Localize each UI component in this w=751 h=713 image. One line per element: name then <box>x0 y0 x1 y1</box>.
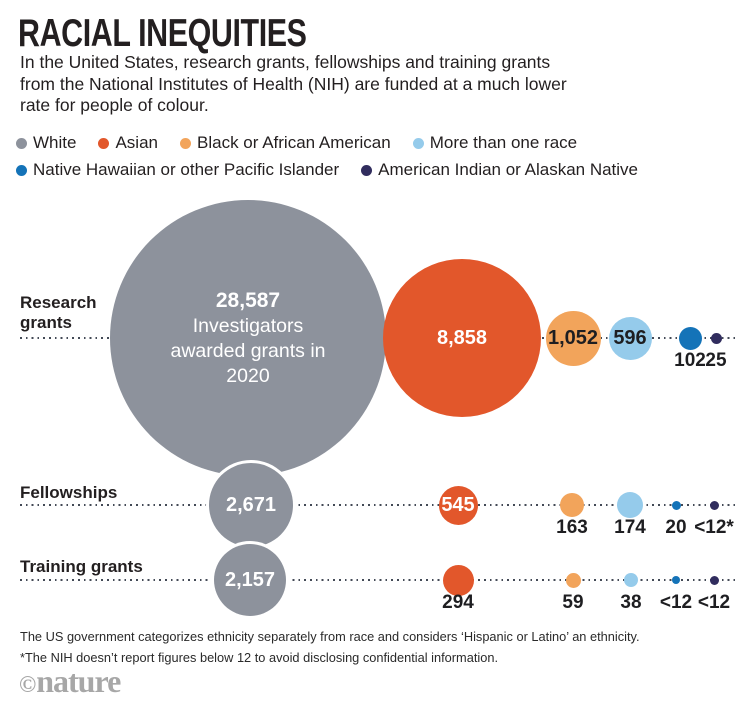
nature-logo-text: nature <box>36 663 121 699</box>
row-label-training-grants: Training grants <box>20 556 143 576</box>
bubble-fellowships-american-indian-or-alaskan-native <box>709 500 719 510</box>
footnote-ethnicity: The US government categorizes ethnicity … <box>20 629 640 644</box>
bubble-value-training-grants-black-or-african-american: 59 <box>562 592 584 613</box>
legend-dot-american-indian-or-alaskan-native <box>361 164 373 176</box>
row-dotted-line <box>20 579 737 581</box>
row-dotted-line <box>20 504 737 506</box>
bubble-training-grants-american-indian-or-alaskan-native <box>709 575 719 585</box>
subtitle: In the United States, research grants, f… <box>20 52 567 116</box>
legend-dot-asian <box>98 137 110 149</box>
bubble-training-grants-more-than-one-race <box>624 573 638 587</box>
legend-label: More than one race <box>429 133 578 152</box>
bubble-value-research-grants-black-or-african-american: 1,052 <box>547 326 599 349</box>
legend-dot-black-or-african-american <box>180 137 191 149</box>
nature-logo: ©nature <box>19 663 121 700</box>
bubble-value-fellowships-asian: 545 <box>441 493 475 516</box>
legend-item-more-than-one-race: More than one race <box>412 133 578 153</box>
bubble-fellowships-more-than-one-race <box>617 492 643 518</box>
bubble-value-fellowships-american-indian-or-alaskan-native: <12* <box>694 517 734 538</box>
bubble-value-training-grants-asian: 294 <box>442 592 474 613</box>
legend-item-asian: Asian <box>98 133 158 153</box>
legend-dot-native-hawaiian-or-other-pacific-islander <box>16 164 27 176</box>
legend-label: Black or African American <box>197 133 391 152</box>
row-label-research-grants: Research grants <box>20 292 97 332</box>
legend-row: Native Hawaiian or other Pacific Islande… <box>16 160 638 180</box>
copyright-icon: © <box>19 672 37 697</box>
bubble-value-research-grants-american-indian-or-alaskan-native: 25 <box>705 350 727 371</box>
row-label-fellowships: Fellowships <box>20 482 118 502</box>
bubble-fellowships-white: 2,671 <box>209 463 293 547</box>
footnotes: The US government categorizes ethnicity … <box>20 628 640 670</box>
bubble-value-research-grants-white: 28,587 Investigators awarded grants in 20… <box>162 288 334 388</box>
bubble-fellowships-native-hawaiian-or-other-pacific-islander <box>671 500 681 510</box>
bubble-research-grants-white: 28,587 Investigators awarded grants in 20… <box>110 200 386 476</box>
bubble-fellowships-black-or-african-american <box>560 493 584 517</box>
row-dotted-line <box>20 337 737 339</box>
bubble-value-fellowships-white: 2,671 <box>225 493 277 516</box>
legend-dot-white <box>16 137 27 149</box>
footnote-nih-reporting: *The NIH doesn’t report figures below 12… <box>20 650 499 666</box>
bubble-training-grants-native-hawaiian-or-other-pacific-islander <box>672 576 680 584</box>
legend-item-black-or-african-american: Black or African American <box>180 133 391 153</box>
bubble-annotation: Investigators awarded grants in 2020 <box>170 315 326 387</box>
bubble-value-research-grants-native-hawaiian-or-other-pacific-islander: 102 <box>674 350 706 371</box>
bubble-value-number: 28,587 <box>215 288 281 312</box>
bubble-value-research-grants-more-than-one-race: 596 <box>613 326 647 349</box>
bubble-research-grants-more-than-one-race: 596 <box>608 316 652 360</box>
legend-item-native-hawaiian-or-other-pacific-islander: Native Hawaiian or other Pacific Islande… <box>16 160 339 180</box>
legend-item-american-indian-or-alaskan-native: American Indian or Alaskan Native <box>361 160 638 180</box>
bubble-research-grants-black-or-african-american: 1,052 <box>545 310 601 366</box>
bubble-value-training-grants-native-hawaiian-or-other-pacific-islander: <12 <box>659 592 693 613</box>
bubble-fellowships-asian: 545 <box>438 485 478 525</box>
page-title: RACIAL INEQUITIES <box>18 12 307 55</box>
bubble-research-grants-native-hawaiian-or-other-pacific-islander <box>678 326 702 350</box>
bubble-training-grants-white: 2,157 <box>214 544 286 616</box>
bubble-value-training-grants-more-than-one-race: 38 <box>620 592 642 613</box>
bubble-training-grants-black-or-african-american <box>565 572 581 588</box>
legend-item-white: White <box>16 133 76 153</box>
legend-label: White <box>33 133 77 152</box>
bubble-value-training-grants-american-indian-or-alaskan-native: <12 <box>697 592 731 613</box>
legend-label: American Indian or Alaskan Native <box>378 160 639 179</box>
bubble-value-fellowships-native-hawaiian-or-other-pacific-islander: 20 <box>665 517 687 538</box>
bubble-value-fellowships-black-or-african-american: 163 <box>556 517 588 538</box>
bubble-training-grants-asian <box>442 564 474 596</box>
legend-row: White Asian Black or African American More … <box>16 133 577 153</box>
bubble-research-grants-asian: 8,858 <box>383 259 541 417</box>
bubble-value-training-grants-white: 2,157 <box>224 568 276 591</box>
legend-dot-more-than-one-race <box>412 137 424 149</box>
bubble-value-fellowships-more-than-one-race: 174 <box>614 517 646 538</box>
legend-label: Native Hawaiian or other Pacific Islande… <box>33 160 340 179</box>
legend-label: Asian <box>115 133 158 152</box>
bubble-value-research-grants-asian: 8,858 <box>436 326 488 349</box>
bubble-research-grants-american-indian-or-alaskan-native <box>710 332 722 344</box>
